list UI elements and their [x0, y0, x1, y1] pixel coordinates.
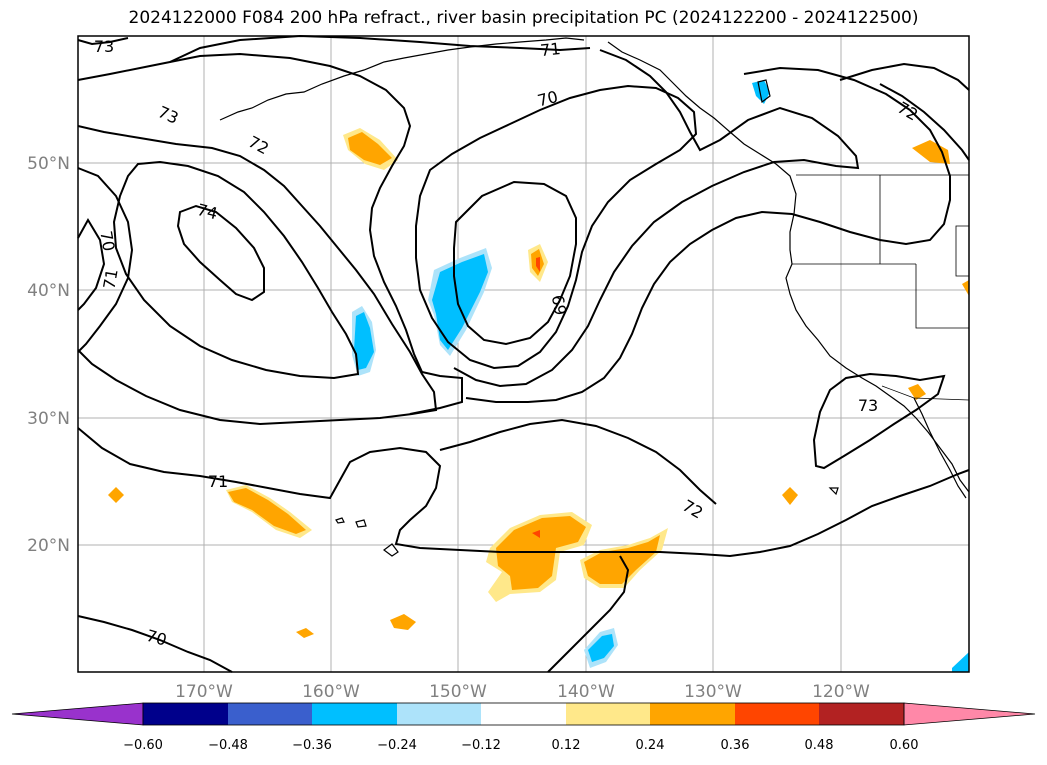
colorbar-tick: −0.24 — [377, 738, 417, 753]
contour-label: 70 — [96, 229, 118, 252]
refractivity-contours — [77, 34, 970, 673]
longitude-labels: 170°W 160°W 150°W 140°W 130°W 120°W — [175, 682, 870, 702]
us-mexico-border — [881, 385, 970, 401]
contour-label: 69 — [548, 293, 570, 316]
alaska-coast — [219, 37, 585, 121]
contour-72-east — [879, 83, 970, 161]
anomaly-patch-positive — [532, 530, 540, 538]
contour-70-south — [77, 615, 233, 673]
colorbar-extend-min — [11, 702, 144, 726]
contour-70-pacific — [547, 555, 630, 673]
lon-label: 120°W — [812, 682, 870, 702]
hawaii-coast — [383, 543, 399, 557]
colorbar-tick: 0.36 — [721, 738, 750, 753]
colorbar-tick: −0.36 — [292, 738, 332, 753]
colorbar-bin — [228, 703, 312, 725]
colorbar-bin — [397, 703, 481, 725]
contour-label: 74 — [195, 200, 219, 223]
colorbar-extend-max — [903, 702, 1036, 726]
contour-70-mid — [415, 84, 698, 370]
colorbar-tick: −0.48 — [208, 738, 248, 753]
anomaly-patch-positive — [912, 140, 950, 164]
lon-label: 130°W — [684, 682, 742, 702]
colorbar-bin — [819, 703, 904, 725]
colorbar-bin — [566, 703, 650, 725]
contour-label: 71 — [99, 267, 121, 290]
contour-71-north — [169, 34, 591, 63]
anomaly-patch-positive — [390, 614, 416, 630]
colorbar-tick: −0.12 — [461, 738, 501, 753]
anomaly-patch-positive — [228, 488, 306, 534]
lat-label: 50°N — [27, 154, 70, 174]
latitude-labels: 50°N 40°N 30°N 20°N — [27, 154, 70, 556]
colorbar-bin — [312, 703, 397, 725]
lon-label: 150°W — [429, 682, 487, 702]
lon-label: 170°W — [175, 682, 233, 702]
contour-70-west — [77, 218, 106, 311]
contour-label: 70 — [144, 626, 169, 650]
contour-73-baja — [812, 372, 946, 470]
contour-74 — [176, 204, 265, 302]
island — [828, 487, 839, 496]
anomaly-patch-positive — [348, 132, 392, 165]
colorbar-bin — [735, 703, 819, 725]
hawaii-small — [355, 519, 367, 528]
state-border — [915, 264, 969, 329]
map-frame — [77, 35, 970, 673]
contour-label: 71 — [208, 472, 228, 491]
contour-72-south — [77, 427, 970, 558]
anomaly-patch-negative — [752, 80, 770, 104]
colorbar-tick: 0.24 — [636, 738, 665, 753]
anomaly-patch-positive — [782, 487, 798, 505]
anomaly-patch-negative — [952, 652, 969, 672]
contour-71-south — [439, 418, 717, 505]
contour-73-closed — [112, 160, 360, 380]
lat-label: 40°N — [27, 281, 70, 301]
colorbar-tick: 0.12 — [552, 738, 581, 753]
contour-69 — [453, 180, 577, 346]
colorbar-bin — [143, 703, 228, 725]
colorbar-bin — [650, 703, 735, 725]
lon-label: 140°W — [557, 682, 615, 702]
contour-73-gulf — [77, 52, 463, 415]
anomaly-patch-positive — [536, 257, 540, 272]
colorbar-bin — [481, 703, 566, 725]
lat-label: 30°N — [27, 409, 70, 429]
lat-label: 20°N — [27, 536, 70, 556]
island — [757, 79, 771, 104]
contour-71-west — [77, 167, 134, 353]
colorbar-tick: −0.60 — [123, 738, 163, 753]
anomaly-patch-negative — [588, 634, 614, 662]
anomaly-patch-positive — [108, 487, 124, 503]
anomaly-patch-positive — [296, 628, 314, 638]
contour-71-mid — [453, 49, 860, 388]
colorbar-tick: 0.60 — [890, 738, 919, 753]
precip-shading — [108, 80, 969, 672]
contour-72 — [77, 125, 438, 426]
contour-label: 71 — [539, 39, 561, 60]
colorbar-tick: 0.48 — [805, 738, 834, 753]
contour-72-mid — [465, 66, 951, 403]
map-title: 2024122000 F084 200 hPa refract., river … — [128, 8, 919, 28]
anomaly-patch-negative — [432, 254, 488, 350]
contour-73-east — [839, 62, 970, 91]
anomaly-patch-positive — [962, 280, 969, 296]
contour-label: 73 — [858, 396, 878, 415]
colorbar: −0.60 −0.48 −0.36 −0.24 −0.12 0.12 0.24 … — [11, 702, 1036, 753]
contour-label: 73 — [94, 37, 114, 56]
hawaii-small — [335, 517, 345, 524]
anomaly-patch-positive — [908, 384, 926, 400]
lon-label: 160°W — [302, 682, 360, 702]
baja-coast — [913, 397, 967, 499]
anomaly-patch-negative — [354, 312, 374, 370]
colorbar-outline — [142, 702, 905, 726]
contour-label: 70 — [535, 87, 559, 110]
contour-73-west — [77, 37, 129, 46]
